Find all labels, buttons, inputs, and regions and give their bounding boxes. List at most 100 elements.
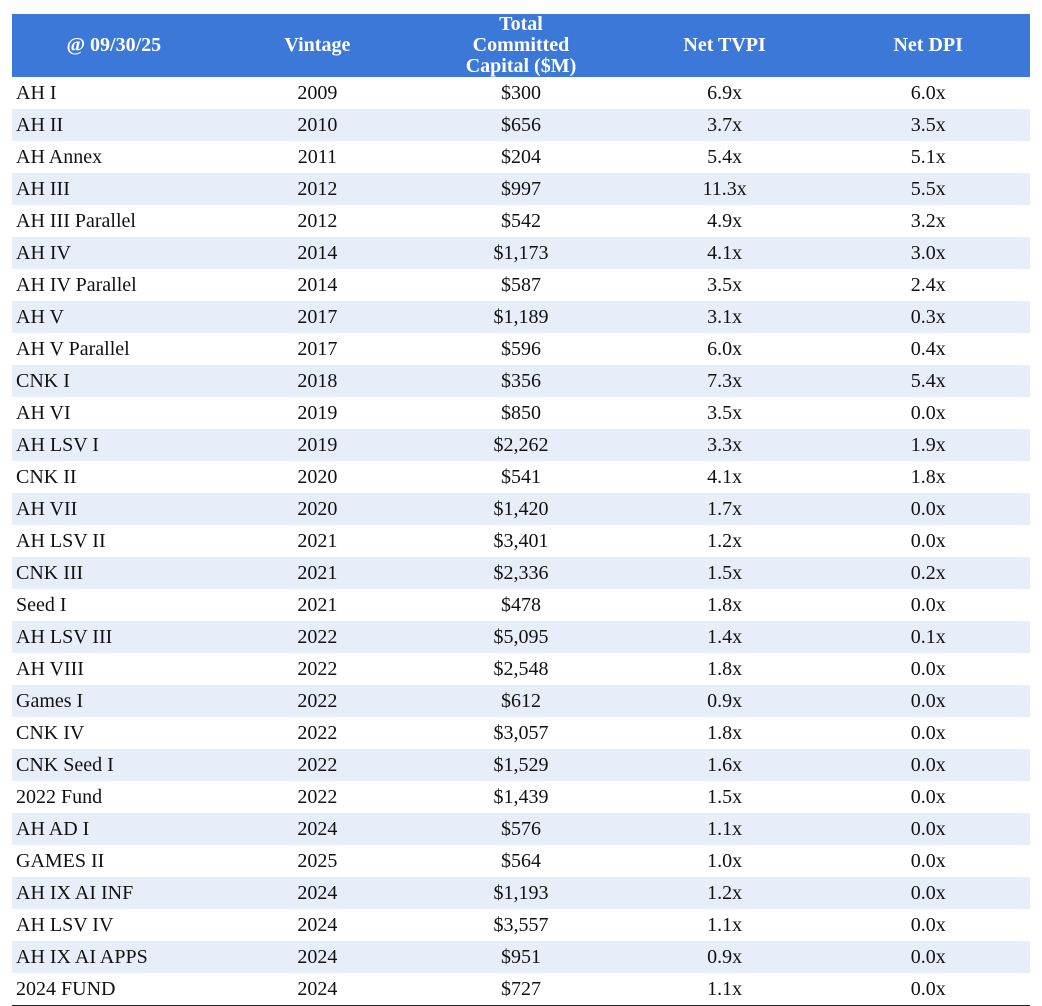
table-cell: $2,336 bbox=[419, 557, 623, 589]
table-cell: $612 bbox=[419, 685, 623, 717]
fund-name: CNK IV bbox=[16, 721, 85, 744]
table-cell: $2,548 bbox=[493, 657, 549, 680]
table-row: AH I 2009 $300 6.9x 6.0x bbox=[12, 77, 1030, 109]
table-cell: $997 bbox=[419, 173, 623, 205]
table-cell: 0.0x bbox=[826, 493, 1030, 525]
fund-name: AH IV Parallel bbox=[16, 273, 137, 296]
table-row: CNK IV 2022 $3,057 1.8x 0.0x bbox=[12, 717, 1030, 749]
table-cell: 3.7x bbox=[622, 109, 827, 141]
table-cell: $3,557 bbox=[493, 913, 549, 936]
table-cell: 0.2x bbox=[826, 557, 1030, 589]
table-cell: $204 bbox=[500, 145, 541, 168]
table-row: AH III 2012 $997 11.3x 5.5x bbox=[12, 173, 1030, 205]
table-cell: 0.0x bbox=[826, 877, 1030, 909]
table-cell: $5,095 bbox=[419, 621, 623, 653]
table-cell: $2,262 bbox=[419, 429, 623, 461]
fund-name: Seed I bbox=[16, 593, 67, 616]
fund-name: AH II bbox=[12, 109, 216, 141]
table-cell: 1.4x bbox=[622, 621, 827, 653]
table-cell: 2021 bbox=[297, 593, 338, 616]
table-cell: $356 bbox=[419, 365, 623, 397]
fund-name: AH Annex bbox=[16, 145, 103, 168]
table-cell: 2014 bbox=[215, 237, 420, 269]
table-cell: 0.0x bbox=[910, 849, 946, 872]
table-cell: $656 bbox=[419, 109, 623, 141]
table-row: Games I 2022 $612 0.9x 0.0x bbox=[12, 685, 1030, 717]
fund-name: AH LSV II bbox=[16, 529, 106, 552]
table-row: AH LSV II 2021 $3,401 1.2x 0.0x bbox=[12, 525, 1030, 557]
table-row: CNK I 2018 $356 7.3x 5.4x bbox=[12, 365, 1030, 397]
header-cell: Vintage bbox=[215, 14, 420, 77]
table-cell: $564 bbox=[500, 849, 541, 872]
table-cell: 7.3x bbox=[622, 365, 827, 397]
table-row: GAMES II 2025 $564 1.0x 0.0x bbox=[12, 845, 1030, 877]
table-cell: 2020 bbox=[297, 465, 338, 488]
table-cell: 2019 bbox=[215, 429, 420, 461]
table-row: CNK III 2021 $2,336 1.5x 0.2x bbox=[12, 557, 1030, 589]
table-cell: 2009 bbox=[297, 81, 338, 104]
table-cell: 2024 bbox=[215, 941, 420, 973]
fund-table: @ 09/30/25 Vintage Total Committed Capital… bbox=[12, 14, 1030, 1006]
table-cell: 5.4x bbox=[707, 145, 743, 168]
table-cell: 6.0x bbox=[707, 337, 743, 360]
fund-name: CNK II bbox=[16, 465, 77, 488]
table-cell: $1,420 bbox=[419, 493, 623, 525]
table-cell: $951 bbox=[419, 941, 623, 973]
table-row: AH VIII 2022 $2,548 1.8x 0.0x bbox=[12, 653, 1030, 685]
table-cell: 1.2x bbox=[707, 529, 743, 552]
table-cell: 3.3x bbox=[622, 429, 827, 461]
table-cell: $727 bbox=[500, 977, 541, 1000]
fund-name: AH III bbox=[12, 173, 216, 205]
table-cell: 2024 bbox=[215, 813, 420, 845]
table-cell: 0.0x bbox=[910, 977, 946, 1000]
table-row: AH IX AI INF 2024 $1,193 1.2x 0.0x bbox=[12, 877, 1030, 909]
table-cell: 0.3x bbox=[826, 301, 1030, 333]
table-cell: 2024 bbox=[297, 913, 338, 936]
table-cell: 1.5x bbox=[707, 785, 743, 808]
table-row: AH AD I 2024 $576 1.1x 0.0x bbox=[12, 813, 1030, 845]
table-cell: 1.1x bbox=[707, 977, 743, 1000]
table-cell: 0.0x bbox=[910, 721, 946, 744]
fund-name: CNK Seed I bbox=[12, 749, 216, 781]
table-cell: 2022 bbox=[215, 621, 420, 653]
table-cell: 5.5x bbox=[826, 173, 1030, 205]
table-cell: 0.0x bbox=[910, 529, 946, 552]
table-cell: 2025 bbox=[297, 849, 338, 872]
table-cell: $576 bbox=[419, 813, 623, 845]
fund-name: AH VI bbox=[16, 401, 71, 424]
table-cell: 6.9x bbox=[707, 81, 743, 104]
table-cell: 0.0x bbox=[910, 913, 946, 936]
table-cell: 2018 bbox=[215, 365, 420, 397]
fund-name: Games I bbox=[12, 685, 216, 717]
table-cell: 1.9x bbox=[826, 429, 1030, 461]
fund-name: AH I bbox=[16, 81, 57, 104]
table-cell: 1.8x bbox=[910, 465, 946, 488]
fund-name: AH IX AI APPS bbox=[12, 941, 216, 973]
header-row: @ 09/30/25 Vintage Total Committed Capital… bbox=[12, 14, 1030, 77]
table-cell: $596 bbox=[500, 337, 541, 360]
table-cell: 4.9x bbox=[707, 209, 743, 232]
fund-name: AH IV bbox=[12, 237, 216, 269]
table-cell: 3.5x bbox=[826, 109, 1030, 141]
fund-name: 2024 FUND bbox=[16, 977, 116, 1000]
table-cell: 2019 bbox=[297, 401, 338, 424]
table-row: 2024 FUND 2024 $727 1.1x 0.0x bbox=[12, 973, 1030, 1006]
table-cell: $541 bbox=[500, 465, 541, 488]
table-cell: 3.2x bbox=[910, 209, 946, 232]
table-cell: 2012 bbox=[297, 209, 338, 232]
table-cell: 1.1x bbox=[707, 913, 743, 936]
fund-name: AH III Parallel bbox=[16, 209, 136, 232]
table-cell: 1.0x bbox=[707, 849, 743, 872]
table-cell: 2010 bbox=[215, 109, 420, 141]
table-row: AH II 2010 $656 3.7x 3.5x bbox=[12, 109, 1030, 141]
fund-name: AH VII bbox=[12, 493, 216, 525]
table-cell: $542 bbox=[500, 209, 541, 232]
table-cell: 0.0x bbox=[826, 813, 1030, 845]
table-cell: 1.7x bbox=[622, 493, 827, 525]
fund-name: AH LSV I bbox=[12, 429, 216, 461]
table-cell: $1,529 bbox=[419, 749, 623, 781]
fund-name: AH V bbox=[12, 301, 216, 333]
fund-name: AH AD I bbox=[12, 813, 216, 845]
table-row: AH IV Parallel 2014 $587 3.5x 2.4x bbox=[12, 269, 1030, 301]
